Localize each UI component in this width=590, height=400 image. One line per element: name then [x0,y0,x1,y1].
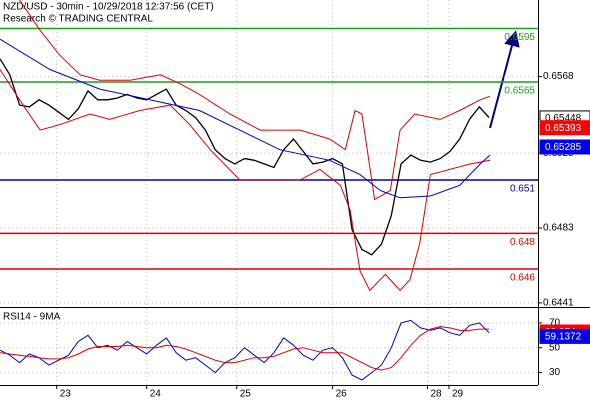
series-line [0,69,491,292]
x-tick-label: 25 [240,389,252,400]
level-label: 0.6595 [504,32,535,43]
x-tick-label: 23 [60,389,72,400]
forecast-arrow [489,30,520,129]
series-line [0,326,490,371]
y-tick-label: 0.6483 [543,223,574,234]
price-tag-label: 0.65448 [545,113,582,124]
series-line [0,58,490,256]
series-line [0,319,490,381]
level-label: 0.648 [510,237,535,248]
y-tick-label: 30 [549,367,561,378]
level-label: 0.646 [510,273,535,284]
level-label: 0.651 [510,184,535,195]
y-tick-label: 0.6441 [543,298,574,309]
series-line [0,38,491,199]
y-tick-label: 70 [549,318,561,329]
x-tick-label: 24 [150,389,162,400]
x-tick-label: 29 [452,389,464,400]
price-tag [539,120,590,136]
chart-subtitle: Research © TRADING CENTRAL [3,14,153,25]
series-line [19,0,491,201]
x-tick-label: 26 [336,389,348,400]
rsi-title: RSI14 - 9MA [3,312,61,323]
y-tick-label: 0.6568 [543,71,574,82]
level-label: 0.6565 [504,86,535,97]
chart-title: NZD/USD - 30min - 10/29/2018 12:37:56 (C… [3,2,214,13]
price-tag [539,328,590,344]
y-tick-label: 50 [549,342,561,353]
price-tag-label: 59.1372 [545,332,582,343]
price-tag-label: 0.65285 [545,142,582,153]
price-tag [539,139,590,155]
x-tick-label: 28 [430,389,442,400]
price-tag-label: 0.65393 [545,123,582,134]
